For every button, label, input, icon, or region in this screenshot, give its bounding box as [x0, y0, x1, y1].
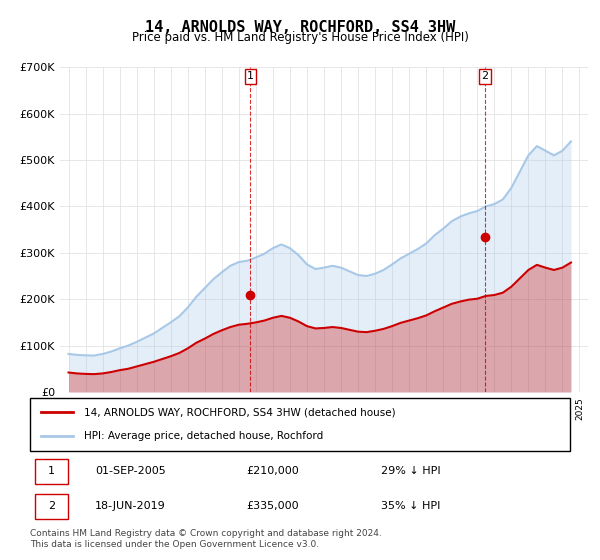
- Text: HPI: Average price, detached house, Rochford: HPI: Average price, detached house, Roch…: [84, 431, 323, 441]
- Text: 29% ↓ HPI: 29% ↓ HPI: [381, 466, 440, 476]
- Text: 1: 1: [48, 466, 55, 476]
- Text: 2: 2: [482, 72, 488, 82]
- Text: 01-SEP-2005: 01-SEP-2005: [95, 466, 166, 476]
- Text: £210,000: £210,000: [246, 466, 299, 476]
- Text: Contains HM Land Registry data © Crown copyright and database right 2024.
This d: Contains HM Land Registry data © Crown c…: [30, 529, 382, 549]
- FancyBboxPatch shape: [35, 459, 68, 484]
- Text: 2: 2: [48, 501, 55, 511]
- FancyBboxPatch shape: [35, 493, 68, 519]
- Text: £335,000: £335,000: [246, 501, 299, 511]
- Text: 18-JUN-2019: 18-JUN-2019: [95, 501, 166, 511]
- Text: Price paid vs. HM Land Registry's House Price Index (HPI): Price paid vs. HM Land Registry's House …: [131, 31, 469, 44]
- Text: 1: 1: [247, 72, 254, 82]
- Text: 35% ↓ HPI: 35% ↓ HPI: [381, 501, 440, 511]
- FancyBboxPatch shape: [30, 398, 570, 451]
- Text: 14, ARNOLDS WAY, ROCHFORD, SS4 3HW: 14, ARNOLDS WAY, ROCHFORD, SS4 3HW: [145, 20, 455, 35]
- Text: 14, ARNOLDS WAY, ROCHFORD, SS4 3HW (detached house): 14, ARNOLDS WAY, ROCHFORD, SS4 3HW (deta…: [84, 408, 395, 418]
